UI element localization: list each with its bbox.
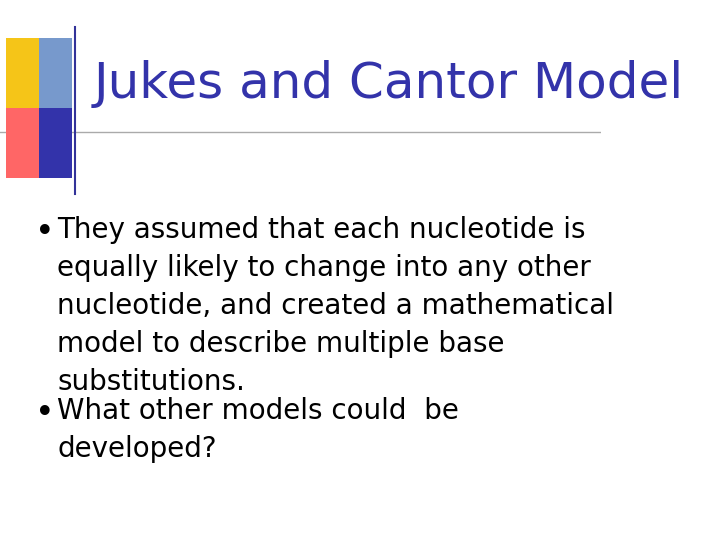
Text: What other models could  be
developed?: What other models could be developed? [57, 397, 459, 463]
Bar [39, 38, 72, 108]
Bar [6, 108, 39, 178]
Text: They assumed that each nucleotide is
equally likely to change into any other
nuc: They assumed that each nucleotide is equ… [57, 216, 614, 396]
Text: •: • [35, 216, 55, 249]
Text: •: • [35, 397, 55, 430]
Bar [39, 108, 72, 178]
Bar [6, 38, 39, 108]
Text: Jukes and Cantor Model: Jukes and Cantor Model [93, 60, 683, 107]
